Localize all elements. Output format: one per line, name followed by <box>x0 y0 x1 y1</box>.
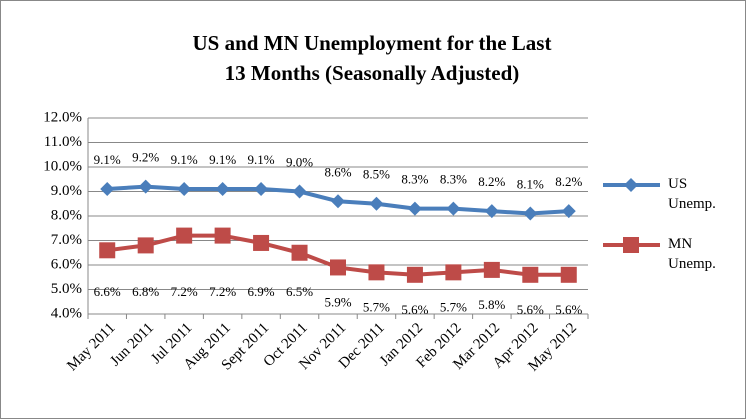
data-label: 5.8% <box>478 297 505 312</box>
data-label: 5.6% <box>555 302 582 317</box>
data-label: 8.2% <box>555 174 582 189</box>
marker <box>561 204 576 219</box>
marker <box>254 182 269 197</box>
y-tick-label: 9.0% <box>51 183 82 199</box>
data-label: 7.2% <box>209 284 236 299</box>
y-tick-label: 4.0% <box>51 305 82 321</box>
marker <box>176 227 193 244</box>
data-label: 5.9% <box>324 294 351 309</box>
y-tick-label: 12.0% <box>43 109 82 125</box>
marker <box>138 179 153 194</box>
data-label: 8.5% <box>363 167 390 182</box>
data-label: 9.2% <box>132 150 159 165</box>
marker <box>483 261 500 278</box>
marker <box>215 182 230 197</box>
data-label: 8.3% <box>440 172 467 187</box>
y-tick-label: 10.0% <box>43 158 82 174</box>
marker <box>407 201 422 216</box>
marker <box>291 244 308 261</box>
marker <box>137 237 154 254</box>
marker <box>446 201 461 216</box>
data-label: 8.2% <box>478 174 505 189</box>
data-label: 5.6% <box>517 302 544 317</box>
legend-marker <box>623 237 639 253</box>
data-label: 9.1% <box>209 152 236 167</box>
y-tick-label: 6.0% <box>51 256 82 272</box>
marker <box>253 234 270 251</box>
marker <box>484 204 499 219</box>
data-label: 9.1% <box>171 152 198 167</box>
data-label: 8.6% <box>324 164 351 179</box>
data-label: 6.9% <box>248 284 275 299</box>
data-label: 6.5% <box>286 284 313 299</box>
y-tick-label: 11.0% <box>44 134 82 150</box>
data-label: 7.2% <box>171 284 198 299</box>
data-label: 9.0% <box>286 154 313 169</box>
data-label: 5.6% <box>401 302 428 317</box>
data-label: 9.1% <box>94 152 121 167</box>
marker <box>99 242 116 259</box>
y-tick-label: 8.0% <box>51 207 82 223</box>
marker <box>522 266 539 283</box>
marker <box>214 227 231 244</box>
marker <box>523 206 538 221</box>
data-label: 6.6% <box>94 284 121 299</box>
chart-title: US and MN Unemployment for the Last 13 Mo… <box>193 31 552 85</box>
legend-marker <box>624 178 638 192</box>
marker <box>445 264 462 281</box>
data-label: 5.7% <box>363 299 390 314</box>
marker <box>292 184 307 199</box>
marker <box>177 182 192 197</box>
marker <box>100 182 115 197</box>
data-label: 6.8% <box>132 284 159 299</box>
data-label: 9.1% <box>248 152 275 167</box>
marker <box>330 259 346 276</box>
legend-label: MN Unemp. <box>668 236 716 272</box>
data-label: 5.7% <box>440 299 467 314</box>
marker <box>560 266 577 283</box>
y-tick-label: 7.0% <box>51 232 82 248</box>
marker <box>406 266 423 283</box>
data-label: 8.1% <box>517 177 544 192</box>
y-tick-label: 5.0% <box>51 281 82 297</box>
marker <box>369 196 384 211</box>
marker <box>368 264 385 281</box>
legend-label: US Unemp. <box>668 176 716 212</box>
data-label: 8.3% <box>401 172 428 187</box>
marker <box>331 194 345 209</box>
